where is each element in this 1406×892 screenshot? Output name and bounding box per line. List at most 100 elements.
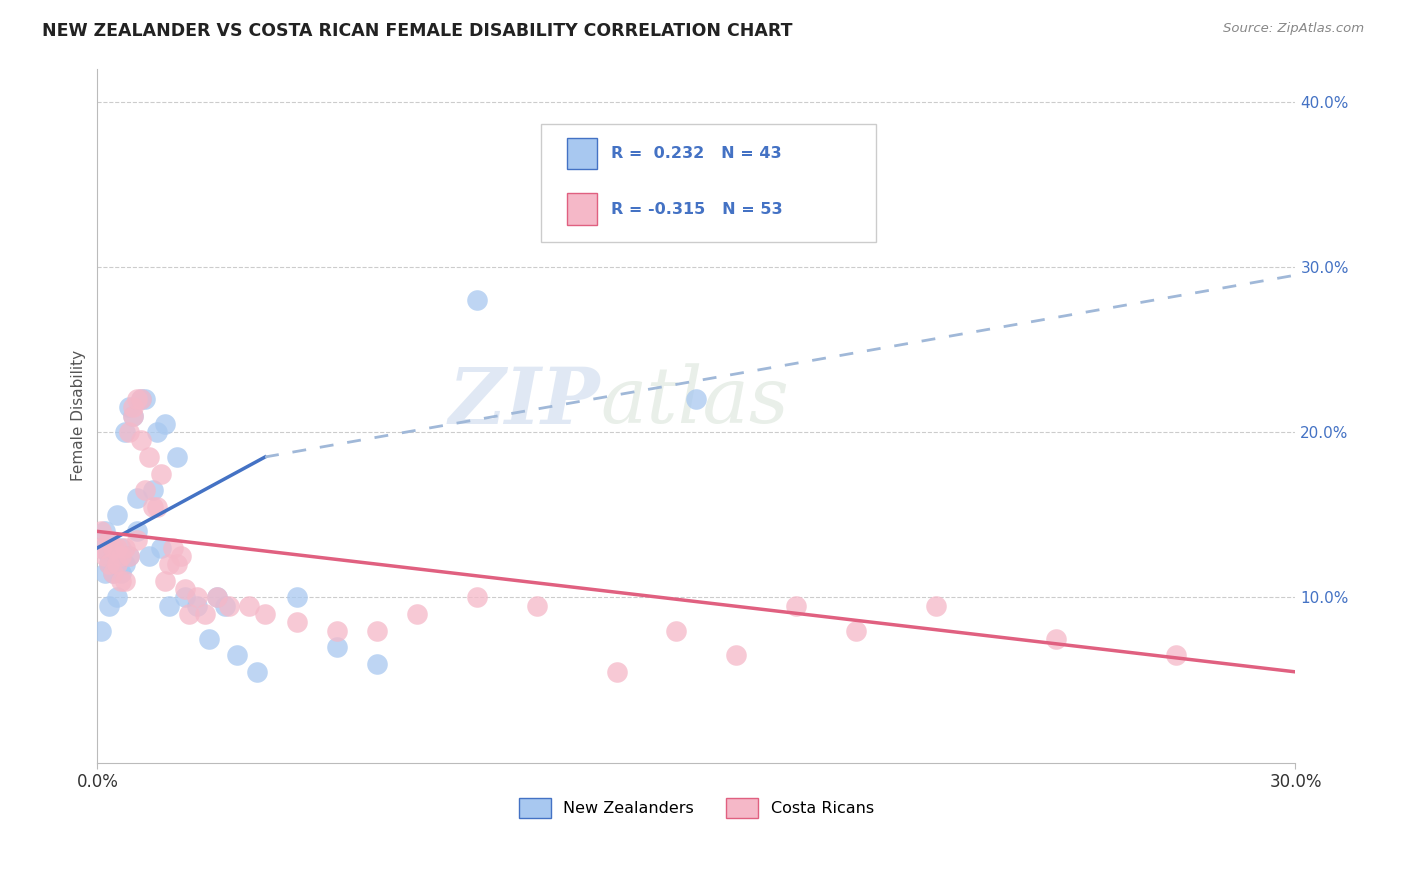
Point (127, 533, 149, 547)
Point (218, 599, 240, 613)
Point (1164, 648, 1187, 663)
Point (94, 524, 117, 539)
Point (90, 624, 112, 638)
Point (105, 508, 128, 522)
Point (122, 401, 145, 415)
Point (157, 599, 180, 613)
Point (103, 566, 125, 580)
Point (118, 549, 141, 563)
Point (118, 425, 141, 440)
Point (186, 599, 208, 613)
Text: Source: ZipAtlas.com: Source: ZipAtlas.com (1223, 22, 1364, 36)
Point (134, 392, 156, 406)
Point (205, 591, 228, 605)
Point (155, 417, 177, 431)
Point (110, 574, 132, 588)
Point (114, 574, 136, 588)
Point (138, 450, 160, 464)
Point (142, 500, 165, 514)
Point (94, 566, 117, 580)
Point (606, 665, 628, 679)
Y-axis label: Female Disability: Female Disability (72, 350, 86, 481)
Point (98, 599, 121, 613)
Text: ZIP: ZIP (449, 364, 600, 440)
Point (326, 640, 349, 654)
Point (238, 599, 260, 613)
Point (725, 648, 748, 663)
Point (146, 500, 169, 514)
Point (103, 566, 125, 580)
Point (105, 549, 128, 563)
Point (162, 541, 184, 555)
FancyBboxPatch shape (541, 124, 876, 242)
Point (925, 599, 948, 613)
Point (174, 582, 197, 597)
Point (122, 409, 145, 423)
Point (725, 211, 748, 225)
Point (129, 392, 152, 406)
Point (127, 524, 149, 539)
Point (194, 607, 217, 621)
Point (166, 450, 188, 464)
Text: atlas: atlas (600, 364, 789, 440)
Point (366, 657, 388, 671)
Point (226, 648, 249, 663)
Point (129, 392, 152, 406)
Point (205, 591, 228, 605)
Point (105, 541, 128, 555)
Point (105, 558, 128, 572)
Point (98, 533, 121, 547)
Point (98, 549, 121, 563)
Point (150, 467, 173, 481)
Point (685, 392, 707, 406)
Point (98, 558, 121, 572)
Point (785, 599, 807, 613)
Point (186, 591, 208, 605)
Point (129, 434, 152, 448)
Point (198, 632, 221, 646)
Point (122, 409, 145, 423)
Point (98, 558, 121, 572)
Point (103, 541, 125, 555)
Point (405, 607, 427, 621)
Text: NEW ZEALANDER VS COSTA RICAN FEMALE DISABILITY CORRELATION CHART: NEW ZEALANDER VS COSTA RICAN FEMALE DISA… (42, 22, 793, 40)
Point (845, 624, 868, 638)
Point (134, 483, 156, 497)
Point (155, 574, 177, 588)
Point (246, 665, 269, 679)
Point (526, 599, 548, 613)
Point (285, 591, 308, 605)
Point (665, 624, 688, 638)
Point (90, 541, 112, 555)
Point (254, 607, 277, 621)
Point (170, 549, 193, 563)
Point (150, 541, 173, 555)
Point (103, 541, 125, 555)
Point (118, 401, 141, 415)
Point (127, 491, 149, 506)
Point (105, 591, 128, 605)
Point (179, 607, 201, 621)
Point (110, 541, 132, 555)
FancyBboxPatch shape (567, 138, 598, 169)
Point (166, 558, 188, 572)
Point (146, 425, 169, 440)
Point (1045, 632, 1067, 646)
Point (90, 524, 112, 539)
Point (465, 293, 488, 307)
Point (110, 566, 132, 580)
Point (326, 624, 349, 638)
Point (118, 549, 141, 563)
Point (366, 624, 388, 638)
FancyBboxPatch shape (567, 194, 598, 225)
Point (142, 483, 165, 497)
Point (127, 392, 149, 406)
Point (114, 558, 136, 572)
Point (114, 541, 136, 555)
Point (110, 549, 132, 563)
Point (90, 541, 112, 555)
Text: R =  0.232   N = 43: R = 0.232 N = 43 (612, 146, 782, 161)
Point (138, 549, 160, 563)
Point (465, 591, 488, 605)
Text: R = -0.315   N = 53: R = -0.315 N = 53 (612, 202, 783, 217)
